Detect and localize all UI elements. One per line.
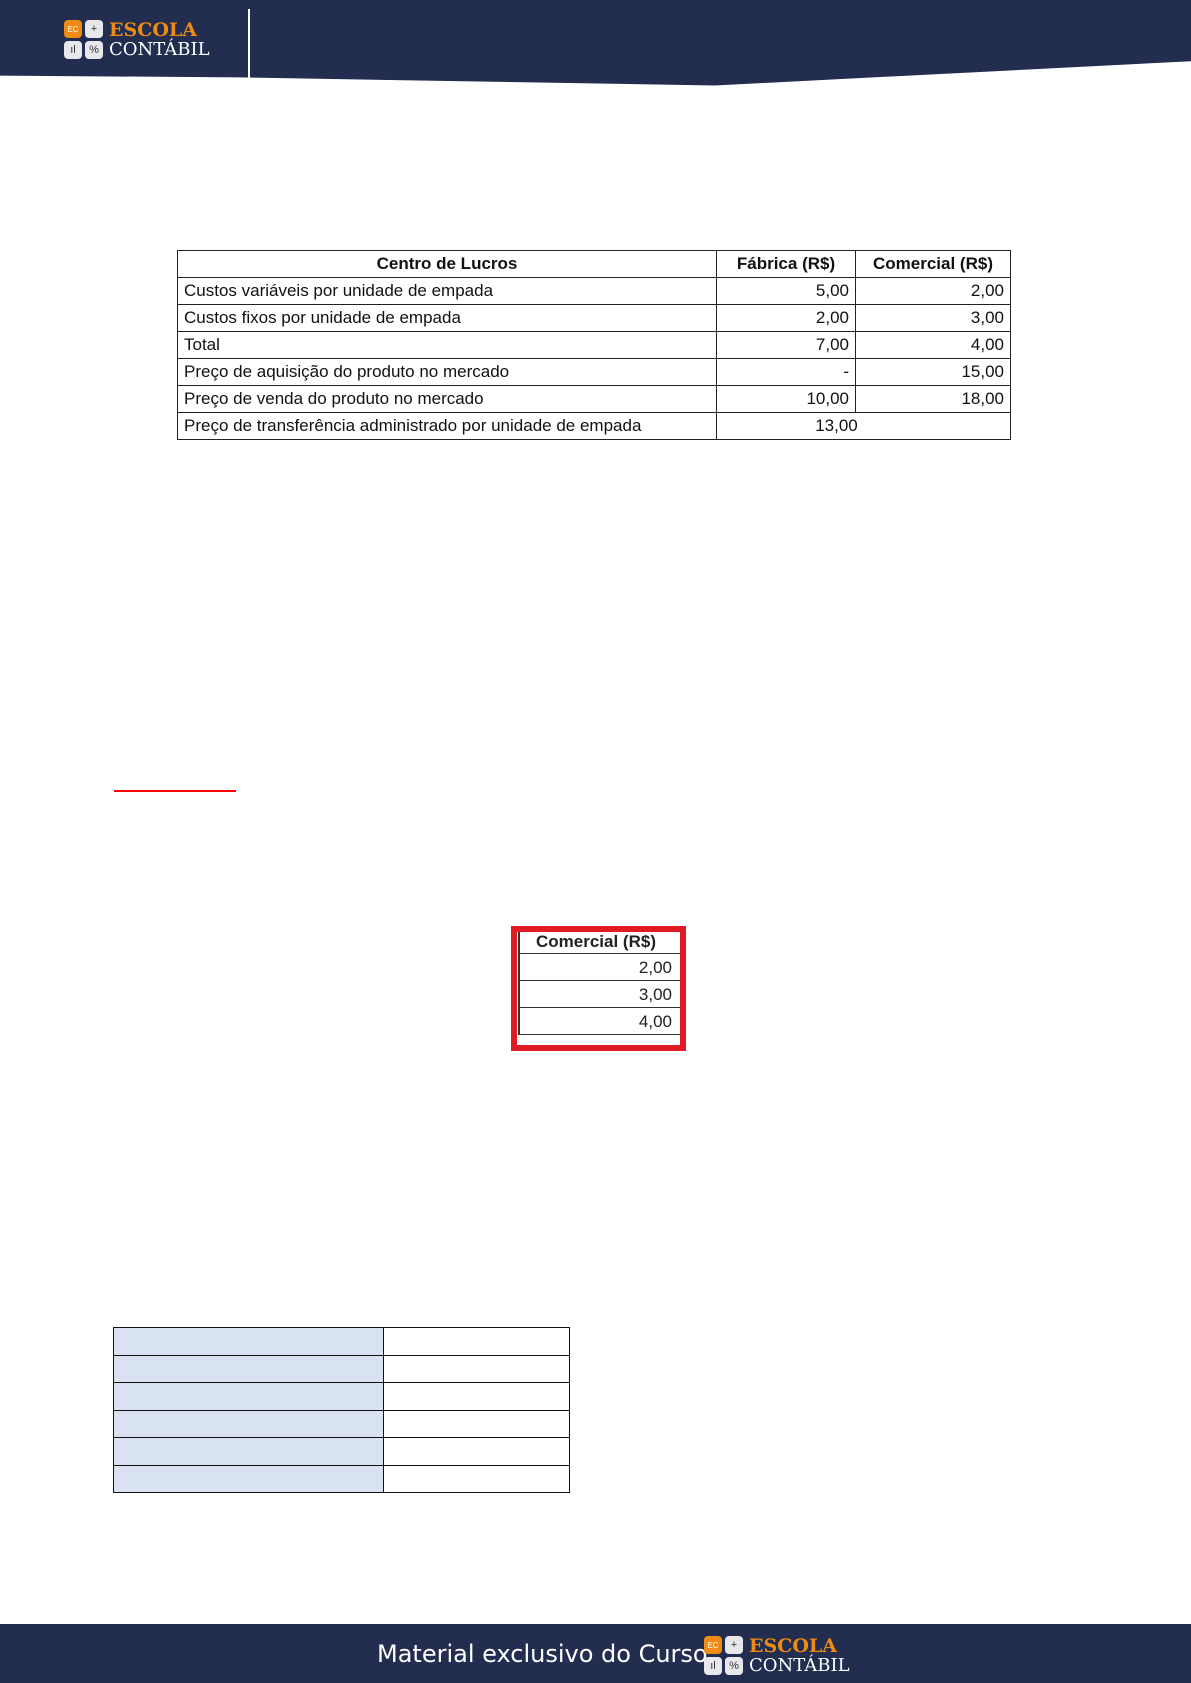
ec-tile-icon: EC	[64, 20, 82, 38]
header-cell: Centro de Lucros	[177, 250, 717, 278]
footer-logo: EC + ıl % ESCOLA CONTÁBIL	[704, 1636, 850, 1675]
table-row: Custos fixos por unidade de empada 2,00 3,…	[177, 304, 1011, 332]
red-highlight-box	[511, 926, 686, 1051]
cell	[113, 1464, 384, 1493]
cell	[113, 1327, 384, 1356]
table-row	[113, 1409, 570, 1438]
header-cell: Comercial (R$)	[855, 250, 1011, 278]
table-row: Total 7,00 4,00	[177, 331, 1011, 359]
cell	[113, 1354, 384, 1383]
page-footer: Material exclusivo do Curso EC + ıl % ES…	[0, 1624, 1191, 1683]
table-row: Custos variáveis por unidade de empada 5,…	[177, 277, 1011, 305]
percent-tile-icon: %	[725, 1657, 743, 1675]
crop-value: 2,00	[520, 954, 680, 981]
cell	[383, 1437, 570, 1466]
cell: 7,00	[716, 331, 856, 359]
header-divider	[248, 9, 250, 81]
cell: Custos variáveis por unidade de empada	[177, 277, 717, 305]
cell: -	[716, 358, 856, 386]
logo-line1: ESCOLA	[749, 1634, 837, 1657]
crop-value: 4,00	[520, 1008, 680, 1035]
table-row: Preço de transferência administrado por …	[177, 412, 1011, 440]
cell: 2,00	[855, 277, 1011, 305]
cell: Total	[177, 331, 717, 359]
header-cell: Fábrica (R$)	[716, 250, 856, 278]
cell: 3,00	[855, 304, 1011, 332]
plus-tile-icon: +	[85, 20, 103, 38]
table-row: Preço de venda do produto no mercado 10,0…	[177, 385, 1011, 413]
logo-line1: ESCOLA	[109, 18, 197, 41]
table-row: Preço de aquisição do produto no mercado…	[177, 358, 1011, 386]
percent-tile-icon: %	[85, 41, 103, 59]
cell	[113, 1437, 384, 1466]
cell: Preço de venda do produto no mercado	[177, 385, 717, 413]
cell	[383, 1354, 570, 1383]
cell: Preço de transferência administrado por …	[177, 412, 717, 440]
blank-table	[113, 1327, 570, 1493]
cell: 13,00	[716, 412, 1011, 440]
cell	[383, 1327, 570, 1356]
cell: 2,00	[716, 304, 856, 332]
footer-text: Material exclusivo do Curso	[377, 1640, 708, 1668]
cell: 10,00	[716, 385, 856, 413]
highlighted-column-image: Comercial (R$) 2,00 3,00 4,00	[504, 923, 687, 1057]
bars-tile-icon: ıl	[704, 1657, 722, 1675]
profit-center-table: Centro de Lucros Fábrica (R$) Comercial …	[177, 250, 1011, 440]
cell	[113, 1409, 384, 1438]
cell: Preço de aquisição do produto no mercado	[177, 358, 717, 386]
bars-tile-icon: ıl	[64, 41, 82, 59]
cell: 5,00	[716, 277, 856, 305]
table-row	[113, 1327, 570, 1356]
escola-contabil-logo: EC + ıl % ESCOLA CONTÁBIL	[64, 20, 210, 59]
cell	[383, 1382, 570, 1411]
crop-value: 3,00	[520, 981, 680, 1008]
cell: Custos fixos por unidade de empada	[177, 304, 717, 332]
logo-line2: CONTÁBIL	[109, 38, 210, 60]
ec-tile-icon: EC	[704, 1636, 722, 1654]
cell: 15,00	[855, 358, 1011, 386]
cell	[113, 1382, 384, 1411]
cell: 18,00	[855, 385, 1011, 413]
logo-line2: CONTÁBIL	[749, 1654, 850, 1676]
cell	[383, 1464, 570, 1493]
table-row	[113, 1464, 570, 1493]
red-underline	[114, 790, 236, 792]
table-row	[113, 1437, 570, 1466]
cell: 4,00	[855, 331, 1011, 359]
table-row	[113, 1354, 570, 1383]
table-header-row: Centro de Lucros Fábrica (R$) Comercial …	[177, 250, 1011, 278]
table-row	[113, 1382, 570, 1411]
cell	[383, 1409, 570, 1438]
page-header	[0, 0, 1191, 86]
plus-tile-icon: +	[725, 1636, 743, 1654]
